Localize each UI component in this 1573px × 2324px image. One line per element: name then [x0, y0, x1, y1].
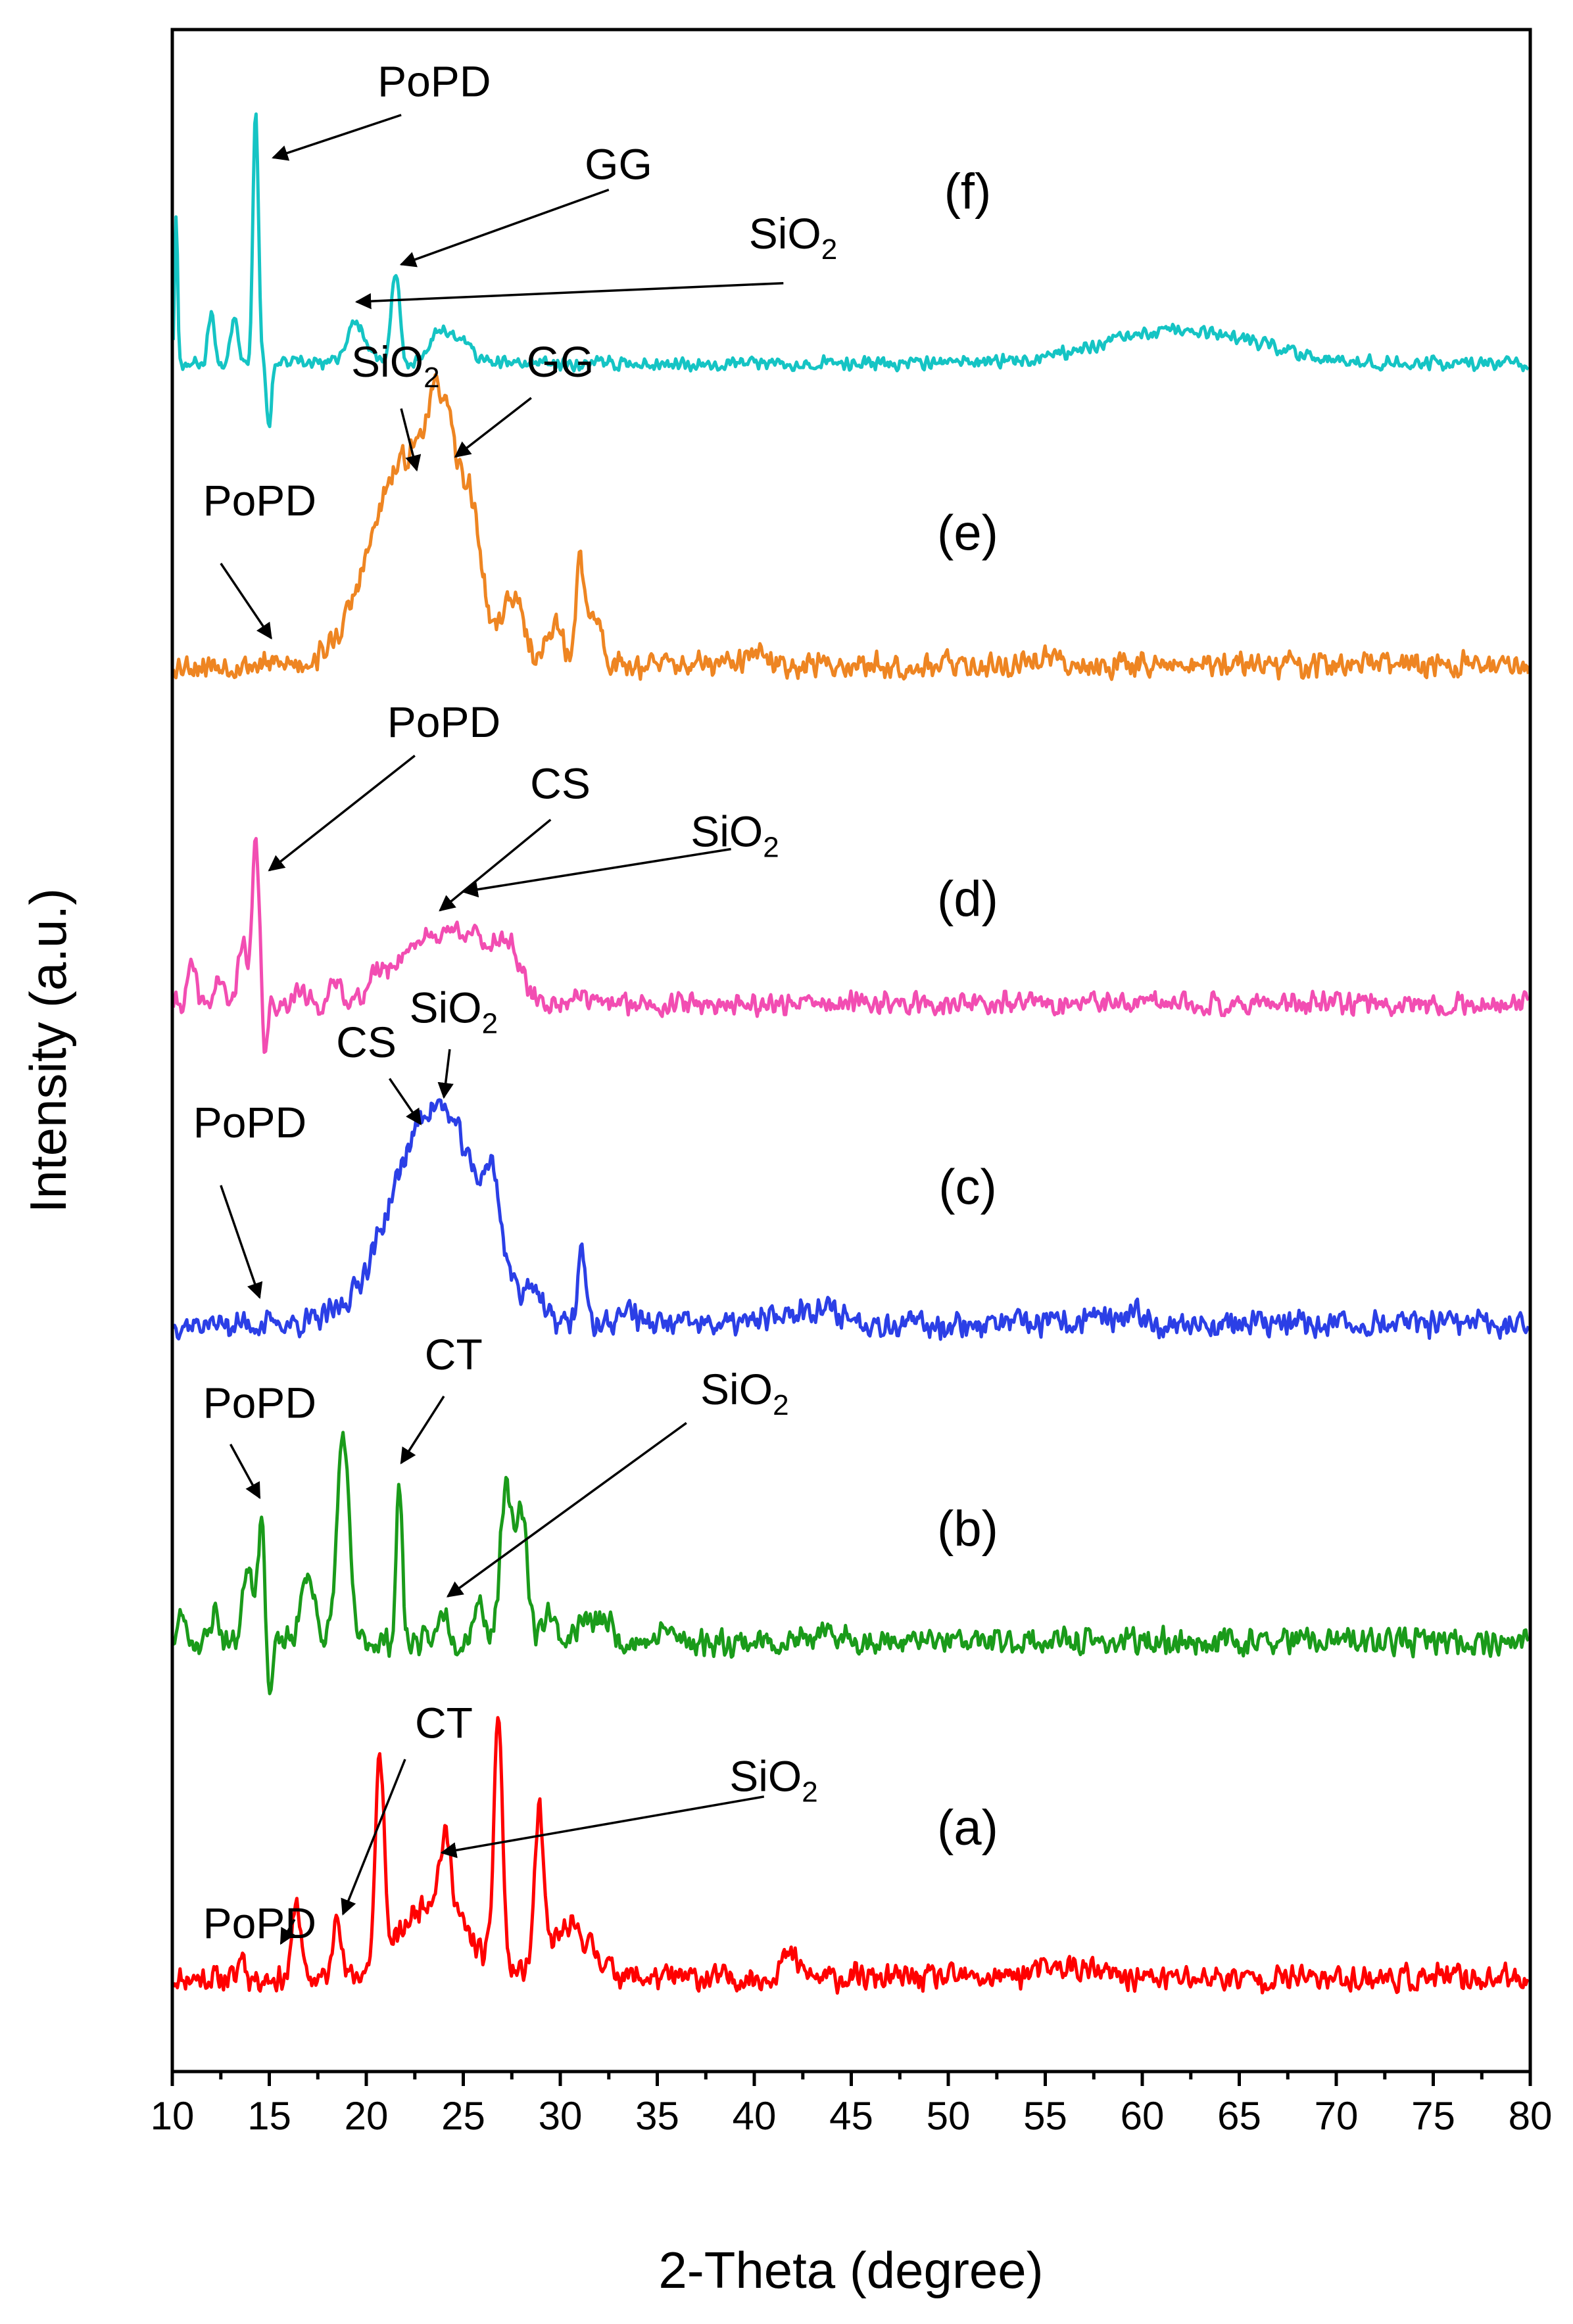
- panel-label-b: (b): [937, 1501, 998, 1557]
- x-tick-label: 60: [1121, 2094, 1165, 2138]
- panel-label-a: (a): [937, 1800, 998, 1856]
- x-tick-label: 30: [539, 2094, 583, 2138]
- annotation-label: SiO2: [729, 1752, 818, 1809]
- series-line-a: [172, 1716, 1530, 1995]
- annotation-label: CS: [530, 759, 591, 807]
- annotation-arrow: [388, 1078, 422, 1126]
- annotation-arrow: [220, 563, 272, 640]
- annotation-label: SiO2: [690, 807, 779, 863]
- y-axis-title: Intensity (a.u.): [19, 888, 77, 1213]
- series-line-f: [172, 112, 1530, 429]
- x-tick-label: 65: [1217, 2094, 1261, 2138]
- x-tick-label: 35: [635, 2094, 679, 2138]
- annotation-arrow: [454, 396, 532, 458]
- annotation-arrow: [400, 408, 422, 472]
- annotation-arrow: [229, 1444, 261, 1500]
- annotation-label: PoPD: [203, 1378, 316, 1427]
- series-line-c: [172, 1098, 1530, 1341]
- panel-label-c: (c): [938, 1160, 997, 1216]
- annotation-arrow: [440, 1795, 765, 1859]
- annotation-label: PoPD: [377, 57, 491, 106]
- annotation-label: PoPD: [387, 698, 500, 746]
- series-layer: [172, 112, 1530, 1995]
- annotation-arrow: [268, 755, 416, 872]
- annotation-arrow: [446, 1421, 687, 1598]
- series-line-e: [172, 373, 1530, 681]
- x-tick-label: 10: [151, 2094, 195, 2138]
- x-tick-label: 50: [927, 2094, 971, 2138]
- annotation-label: GG: [585, 139, 652, 188]
- annotation-arrow: [437, 1049, 454, 1099]
- x-axis-title: 2-Theta (degree): [658, 2241, 1043, 2299]
- annotation-label: CT: [415, 1699, 473, 1747]
- panel-label-f: (f): [944, 164, 992, 220]
- x-tick-label: 55: [1023, 2094, 1067, 2138]
- x-tick-label: 20: [345, 2094, 389, 2138]
- annotation-label: PoPD: [203, 1899, 316, 1947]
- annotation-label: GG: [527, 337, 594, 386]
- annotation-label: SiO2: [700, 1365, 789, 1421]
- series-line-d: [172, 837, 1530, 1055]
- annotation-label: SiO2: [749, 209, 838, 266]
- x-tick-layer: 10 15 20 25 30 35 40 45 50 55 60 65 70 75 80: [151, 2072, 1553, 2138]
- annotation-label: PoPD: [193, 1098, 306, 1147]
- annotation-label: PoPD: [203, 476, 316, 525]
- annotation-arrow: [220, 1185, 263, 1299]
- annotation-arrow: [272, 114, 402, 161]
- annotation-arrow: [341, 1759, 406, 1916]
- annotation-label: SiO2: [351, 337, 440, 394]
- panel-label-e: (e): [937, 506, 998, 561]
- x-tick-label: 40: [733, 2094, 777, 2138]
- annotation-arrow: [279, 1918, 296, 1945]
- x-tick-label: 45: [829, 2094, 873, 2138]
- annotation-layer: PoPD CT SiO2 PoPD CT SiO2 PoPD CS SiO2 PoPD CS SiO2…: [193, 57, 837, 1948]
- x-tick-label: 75: [1411, 2094, 1455, 2138]
- annotation-label: SiO2: [410, 983, 498, 1039]
- annotation-label: CT: [425, 1330, 483, 1379]
- annotation-arrow: [399, 188, 610, 268]
- x-tick-label: 70: [1315, 2094, 1359, 2138]
- x-tick-label: 25: [441, 2094, 485, 2138]
- annotation-arrow: [400, 1395, 445, 1465]
- annotation-arrow: [462, 847, 731, 898]
- x-tick-label: 15: [247, 2094, 291, 2138]
- x-tick-label: 80: [1509, 2094, 1553, 2138]
- series-line-b: [172, 1431, 1530, 1696]
- annotation-label: CS: [336, 1018, 397, 1066]
- panel-label-layer: (a) (b) (c) (d) (e) (f): [937, 164, 998, 1856]
- annotation-arrow: [439, 818, 552, 912]
- panel-label-d: (d): [937, 871, 998, 927]
- annotation-arrow: [354, 281, 784, 310]
